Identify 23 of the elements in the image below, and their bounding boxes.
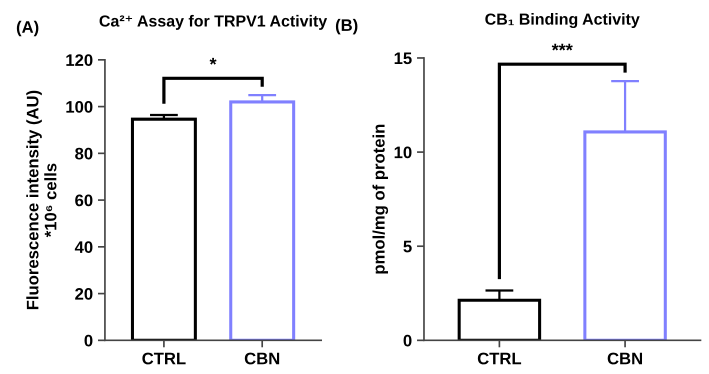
y-axis-title: Fluorescence intensity (AU) *10⁶ cells: [26, 90, 56, 310]
x-tick-label: CBN: [608, 352, 642, 364]
y-tick-label: 15: [394, 52, 412, 64]
y-tick-label: 80: [75, 148, 92, 160]
y-tick-label: 100: [66, 100, 92, 113]
y-tick-label: 20: [75, 288, 92, 300]
chart-title: CB₁ Binding Activity: [485, 13, 640, 28]
y-tick-label: 10: [394, 146, 412, 158]
y-tick-label: 60: [75, 194, 92, 206]
x-tick-label: CBN: [244, 352, 280, 364]
text: (A): [16, 20, 38, 36]
y-tick-label: 120: [66, 54, 92, 66]
y-tick-label: 40: [74, 241, 92, 254]
chart-title: Ca²⁺ Assay for TRPV1 Activity: [100, 14, 328, 30]
x-tick-label: CTRL: [478, 352, 522, 364]
y-axis-title: pmol/mg of protein: [372, 124, 388, 274]
x-tick-label: CTRL: [142, 352, 186, 364]
text: ***: [552, 44, 573, 50]
y-tick-label: 0: [84, 334, 92, 347]
y-tick-label: 0: [404, 334, 412, 347]
text: (B): [336, 18, 358, 34]
annotation: *: [210, 58, 217, 65]
y-tick-label: 5: [403, 240, 412, 252]
